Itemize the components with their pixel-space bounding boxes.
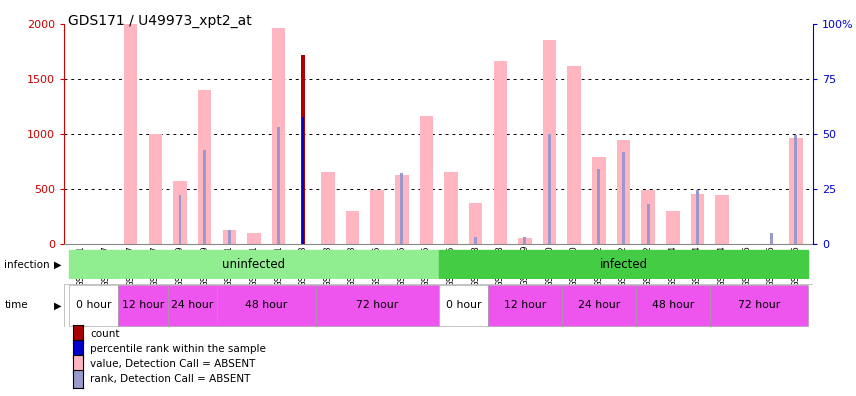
Text: percentile rank within the sample: percentile rank within the sample <box>90 344 265 354</box>
Bar <box>316 285 438 326</box>
Bar <box>770 232 773 244</box>
Bar <box>346 211 360 244</box>
Bar <box>666 211 680 244</box>
Bar <box>401 173 403 244</box>
Bar <box>474 237 477 244</box>
Bar <box>691 194 704 244</box>
Bar <box>203 150 206 244</box>
Bar <box>488 285 562 326</box>
Text: time: time <box>4 300 28 310</box>
Bar <box>518 238 532 244</box>
Bar <box>271 28 285 244</box>
Text: 72 hour: 72 hour <box>738 300 780 310</box>
Bar <box>168 285 217 326</box>
Bar <box>223 230 236 244</box>
Text: 12 hour: 12 hour <box>122 300 164 310</box>
Text: ▶: ▶ <box>54 259 62 270</box>
Bar <box>622 152 625 244</box>
Bar <box>301 55 306 244</box>
Text: 48 hour: 48 hour <box>245 300 288 310</box>
Bar <box>543 40 556 244</box>
Bar <box>419 116 433 244</box>
Bar <box>562 285 636 326</box>
Bar <box>616 140 630 244</box>
Bar <box>494 61 507 244</box>
Bar <box>444 172 458 244</box>
Bar <box>636 285 710 326</box>
Bar <box>69 250 438 279</box>
Text: 48 hour: 48 hour <box>651 300 694 310</box>
Text: rank, Detection Call = ABSENT: rank, Detection Call = ABSENT <box>90 374 250 384</box>
Text: ▶: ▶ <box>54 300 62 310</box>
Text: 0 hour: 0 hour <box>76 300 111 310</box>
Bar <box>710 285 808 326</box>
Bar <box>69 285 118 326</box>
Bar <box>568 65 581 244</box>
Bar <box>217 285 316 326</box>
Bar <box>149 133 162 244</box>
Text: value, Detection Call = ABSENT: value, Detection Call = ABSENT <box>90 359 255 369</box>
Bar <box>247 233 261 244</box>
Bar <box>469 203 483 244</box>
Bar <box>646 204 650 244</box>
Text: uninfected: uninfected <box>223 258 286 271</box>
Bar <box>523 237 526 244</box>
Bar <box>597 169 600 244</box>
Bar <box>302 116 304 244</box>
Text: GDS171 / U49973_xpt2_at: GDS171 / U49973_xpt2_at <box>68 14 253 28</box>
Bar <box>124 24 138 244</box>
Bar <box>548 133 551 244</box>
Text: 24 hour: 24 hour <box>578 300 620 310</box>
Bar <box>592 157 606 244</box>
Bar <box>198 89 211 244</box>
Bar <box>696 190 698 244</box>
Text: count: count <box>90 329 119 339</box>
Text: 24 hour: 24 hour <box>171 300 213 310</box>
Bar <box>173 181 187 244</box>
Bar <box>395 175 408 244</box>
Bar <box>118 285 168 326</box>
Bar <box>794 135 798 244</box>
Bar <box>179 195 181 244</box>
Bar <box>228 230 231 244</box>
Bar <box>716 195 728 244</box>
Bar <box>321 172 335 244</box>
Text: 0 hour: 0 hour <box>446 300 481 310</box>
Text: infected: infected <box>599 258 647 271</box>
Bar <box>277 127 280 244</box>
Bar <box>789 138 803 244</box>
Bar <box>438 250 808 279</box>
Bar <box>371 190 383 244</box>
Bar <box>641 190 655 244</box>
Bar <box>438 285 488 326</box>
Text: 72 hour: 72 hour <box>356 300 398 310</box>
Text: 12 hour: 12 hour <box>504 300 546 310</box>
Text: infection: infection <box>4 259 50 270</box>
